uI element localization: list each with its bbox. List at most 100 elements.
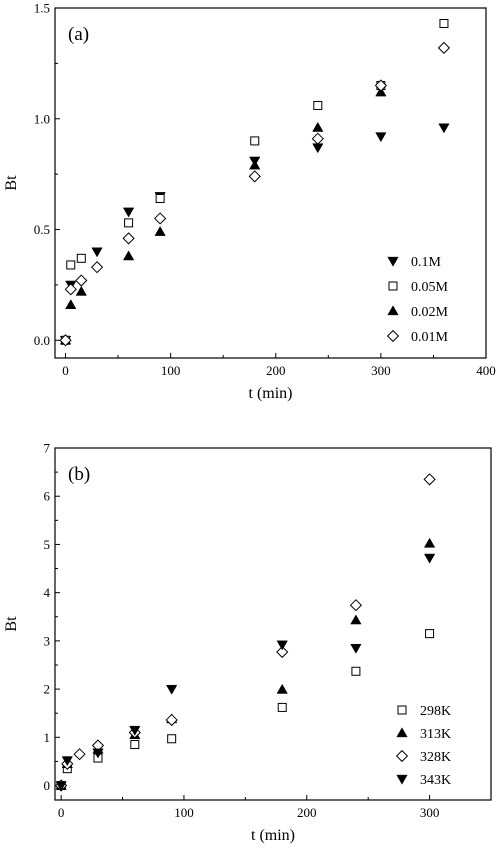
data-point	[312, 121, 324, 132]
series-0.01M	[59, 41, 451, 347]
data-point	[165, 713, 178, 727]
x-tick-label: 100	[161, 363, 181, 378]
x-axis-title: t (min)	[249, 385, 293, 402]
legend-marker	[388, 281, 398, 291]
y-tick-label: 2	[44, 682, 51, 697]
data-point	[91, 247, 103, 258]
data-point	[250, 136, 260, 146]
data-point	[76, 253, 86, 263]
data-point	[122, 232, 135, 245]
data-point	[130, 740, 140, 750]
data-point	[439, 19, 449, 29]
x-tick-label: 0	[58, 805, 65, 820]
data-point	[425, 629, 435, 639]
data-point	[351, 666, 361, 676]
x-tick-label: 200	[266, 363, 286, 378]
legend-label: 0.1M	[411, 255, 442, 270]
data-point	[350, 643, 362, 654]
data-point	[64, 283, 77, 296]
series-0.05M	[61, 19, 449, 345]
y-axis-title: Bt	[3, 616, 20, 632]
data-point	[374, 79, 387, 92]
data-point	[155, 194, 165, 204]
legend-marker	[387, 256, 399, 267]
data-point	[423, 473, 436, 486]
data-point	[75, 285, 87, 296]
plot-frame	[54, 7, 487, 359]
legend-marker	[387, 305, 399, 316]
data-point	[375, 132, 387, 143]
y-tick-label: 0.5	[34, 222, 50, 237]
data-point	[277, 702, 287, 712]
chart-panel-a: 0 100 200 300 400 0.0 0.5 1.0 1.5 t (min) Bt (a) 0.1…	[3, 1, 496, 403]
data-point	[248, 170, 261, 183]
data-point	[75, 274, 88, 287]
y-tick-label: 7	[44, 441, 51, 456]
data-point	[55, 781, 67, 792]
data-point	[311, 132, 324, 145]
data-point	[92, 748, 104, 759]
x-tick-label: 0	[62, 363, 69, 378]
data-point	[350, 614, 362, 625]
legend-label: 343K	[420, 773, 451, 788]
legend-marker	[395, 749, 409, 763]
chart-panel-b: 0 100 200 300 0 1 2 3 4 5 6 7 t (min) Bt (b) 298K 313K 32…	[3, 441, 492, 844]
data-point	[66, 260, 76, 270]
legend-marker	[396, 727, 408, 738]
y-tick-label: 1.0	[34, 111, 50, 126]
legend-label: 328K	[420, 750, 451, 765]
x-axis-title: t (min)	[251, 827, 295, 844]
data-point	[438, 123, 450, 134]
data-point	[276, 683, 288, 694]
data-point	[437, 41, 451, 54]
legend: 298K 313K 328K 343K	[395, 704, 451, 788]
data-point	[423, 553, 436, 564]
series-298K	[56, 629, 435, 791]
data-point	[167, 734, 177, 744]
legend-label: 0.01M	[411, 330, 449, 345]
data-point	[276, 645, 289, 659]
series-328K	[55, 473, 436, 792]
x-tick-label: 400	[476, 363, 496, 378]
series-343K	[55, 553, 436, 792]
data-point	[65, 299, 77, 309]
x-tick-label: 300	[371, 363, 391, 378]
legend-marker	[386, 329, 400, 343]
y-tick-label: 4	[44, 585, 51, 600]
panel-label: (b)	[68, 464, 90, 485]
y-tick-label: 1.5	[34, 1, 50, 16]
x-tick-label: 300	[420, 805, 440, 820]
y-tick-label: 1	[44, 730, 51, 745]
legend-marker	[397, 705, 407, 715]
y-tick-label: 0.0	[34, 333, 50, 348]
legend-label: 298K	[420, 704, 451, 719]
y-tick-label: 5	[44, 537, 51, 552]
y-tick-label: 0	[44, 778, 51, 793]
data-point	[312, 143, 324, 154]
series-313K	[55, 537, 436, 790]
data-point	[154, 212, 167, 225]
data-point	[154, 226, 166, 236]
y-tick-label: 6	[44, 489, 51, 504]
data-point	[276, 640, 288, 651]
data-point	[349, 599, 363, 612]
data-point	[249, 159, 261, 170]
x-tick-label: 200	[297, 805, 317, 820]
plot-frame	[54, 447, 492, 801]
data-point	[59, 334, 72, 347]
series-0.02M	[59, 86, 387, 345]
x-tick-label: 100	[174, 805, 194, 820]
panel-label: (a)	[68, 24, 89, 45]
data-point	[73, 748, 86, 761]
data-point	[61, 756, 73, 767]
legend: 0.1M 0.05M 0.02M 0.01M	[386, 255, 449, 345]
data-point	[124, 218, 134, 228]
data-point	[90, 261, 104, 274]
legend-label: 0.02M	[411, 305, 449, 320]
data-point	[313, 100, 323, 110]
data-point	[122, 250, 135, 261]
data-point	[129, 725, 141, 736]
legend-marker	[396, 774, 408, 785]
data-point	[122, 207, 135, 218]
